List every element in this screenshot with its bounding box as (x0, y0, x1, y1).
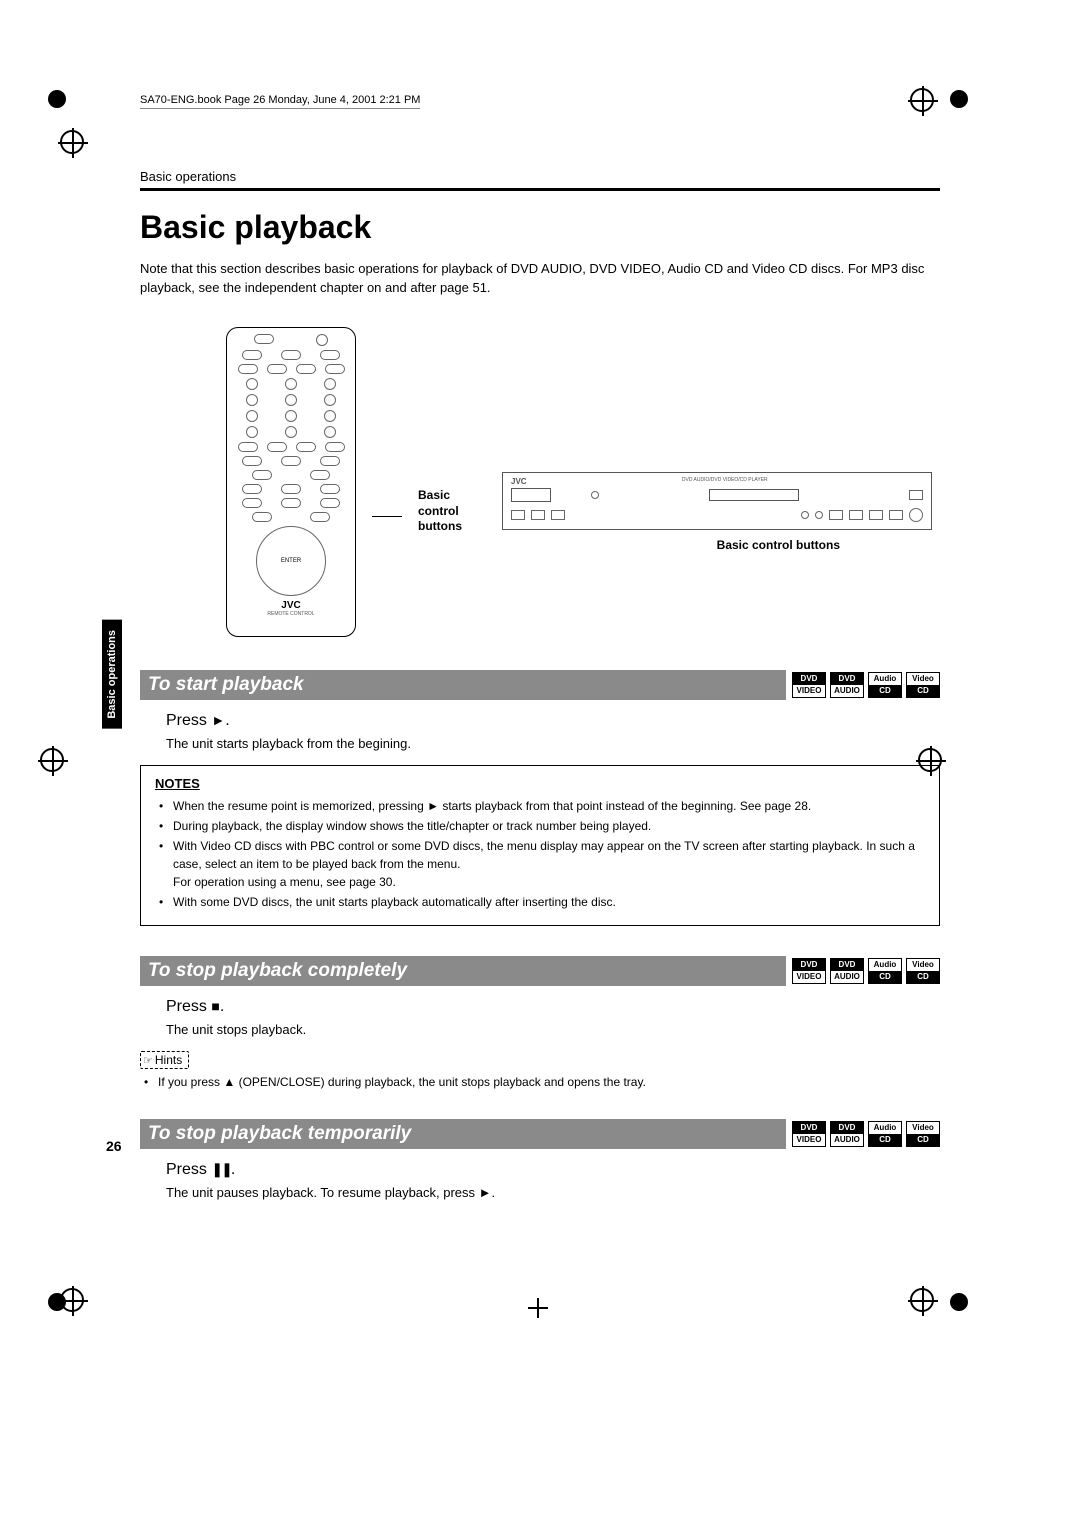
player-brand: JVC (511, 477, 527, 486)
press-suffix: . (220, 998, 224, 1015)
note-item: With some DVD discs, the unit starts pla… (155, 893, 925, 911)
hints-label: Hints (140, 1051, 189, 1069)
remote-subtitle: REMOTE CONTROL (233, 611, 349, 617)
badge-bot: CD (907, 1134, 939, 1146)
badge-top: Video (907, 1122, 939, 1134)
play-icon: ► (211, 712, 225, 728)
badge-top: DVD (831, 1122, 863, 1134)
crop-header: SA70-ENG.book Page 26 Monday, June 4, 20… (140, 94, 420, 109)
notes-box: NOTES When the resume point is memorized… (140, 765, 940, 926)
stop-icon: ■ (211, 998, 219, 1014)
figure-row: ENTER JVC REMOTE CONTROL Basic control b… (140, 322, 940, 642)
badge-bot: AUDIO (831, 971, 863, 983)
badge-top: DVD (793, 959, 825, 971)
crop-target (40, 748, 64, 772)
hints-list: If you press ▲ (OPEN/CLOSE) during playb… (140, 1073, 940, 1091)
notes-heading: NOTES (155, 776, 925, 791)
page-number: 26 (106, 1138, 122, 1154)
badge-audio-cd-bot: CD (869, 685, 901, 697)
section-title: To stop playback temporarily (140, 1119, 786, 1149)
section-header-stop-complete: To stop playback completely DVDVIDEO DVD… (140, 956, 940, 986)
intro-paragraph: Note that this section describes basic o… (140, 260, 940, 298)
badge-top: DVD (831, 959, 863, 971)
badge-dvd-video-bot: VIDEO (793, 685, 825, 697)
press-prefix: Press (166, 1161, 211, 1178)
manual-page: SA70-ENG.book Page 26 Monday, June 4, 20… (140, 90, 940, 1214)
section-header-stop-temp: To stop playback temporarily DVDVIDEO DV… (140, 1119, 940, 1149)
instruction-description: The unit stops playback. (166, 1022, 940, 1037)
section-title: To start playback (140, 670, 786, 700)
player-front-panel-illustration: JVC DVD AUDIO/DVD VIDEO/CD PLAYER (502, 472, 932, 530)
page-title: Basic playback (140, 209, 940, 246)
badge-top: Audio (869, 1122, 901, 1134)
crop-target (60, 130, 84, 154)
badge-dvd-audio-bot: AUDIO (831, 685, 863, 697)
section-title: To stop playback completely (140, 956, 786, 986)
crop-dot (48, 90, 66, 108)
press-instruction: Press ❚❚. (166, 1161, 940, 1179)
chapter-side-tab: Basic operations (102, 620, 122, 729)
disc-type-badges: DVDVIDEO DVDAUDIO AudioCD VideoCD (792, 672, 940, 698)
crop-dot (950, 1293, 968, 1311)
note-item: With Video CD discs with PBC control or … (155, 837, 925, 891)
crop-mark (528, 1298, 548, 1318)
badge-bot: CD (869, 1134, 901, 1146)
crop-dot (48, 1293, 66, 1311)
badge-top: DVD (793, 1122, 825, 1134)
section-header-start: To start playback DVDVIDEO DVDAUDIO Audi… (140, 670, 940, 700)
badge-bot: VIDEO (793, 1134, 825, 1146)
disc-type-badges: DVDVIDEO DVDAUDIO AudioCD VideoCD (792, 1121, 940, 1147)
press-prefix: Press (166, 998, 211, 1015)
remote-brand-logo: JVC (233, 600, 349, 611)
badge-dvd-audio-top: DVD (831, 673, 863, 685)
callout-leader-line (372, 516, 402, 517)
running-header: Basic operations (140, 169, 940, 184)
badge-bot: CD (907, 971, 939, 983)
badge-bot: CD (869, 971, 901, 983)
remote-nav-pad: ENTER (256, 526, 326, 596)
crop-dot (950, 90, 968, 108)
badge-video-cd-top: Video (907, 673, 939, 685)
instruction-description: The unit starts playback from the begini… (166, 736, 940, 751)
press-instruction: Press ■. (166, 998, 940, 1016)
badge-audio-cd-top: Audio (869, 673, 901, 685)
crop-target (910, 1288, 934, 1312)
rule (140, 188, 940, 191)
player-callout-label: Basic control buttons (717, 538, 840, 552)
instruction-description: The unit pauses playback. To resume play… (166, 1185, 940, 1200)
pause-icon: ❚❚ (211, 1161, 230, 1177)
badge-top: Audio (869, 959, 901, 971)
remote-control-illustration: ENTER JVC REMOTE CONTROL (226, 327, 356, 637)
badge-top: Video (907, 959, 939, 971)
note-item: When the resume point is memorized, pres… (155, 797, 925, 815)
disc-type-badges: DVDVIDEO DVDAUDIO AudioCD VideoCD (792, 958, 940, 984)
player-model-line: DVD AUDIO/DVD VIDEO/CD PLAYER (682, 477, 768, 486)
hint-item: If you press ▲ (OPEN/CLOSE) during playb… (140, 1073, 940, 1091)
badge-bot: AUDIO (831, 1134, 863, 1146)
press-suffix: . (231, 1161, 235, 1178)
press-prefix: Press (166, 712, 211, 729)
press-suffix: . (225, 712, 229, 729)
remote-callout-label: Basic control buttons (418, 488, 478, 535)
note-item: During playback, the display window show… (155, 817, 925, 835)
badge-dvd-video-top: DVD (793, 673, 825, 685)
press-instruction: Press ►. (166, 712, 940, 730)
badge-bot: VIDEO (793, 971, 825, 983)
badge-video-cd-bot: CD (907, 685, 939, 697)
